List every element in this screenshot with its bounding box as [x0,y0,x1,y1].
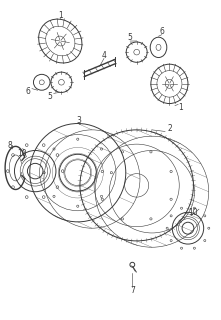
Text: 6: 6 [159,27,164,36]
Text: 8: 8 [8,141,13,150]
Text: 3: 3 [76,116,81,125]
Text: 10: 10 [17,149,27,158]
Text: 10: 10 [189,208,198,217]
Text: 5: 5 [47,92,52,101]
Text: 1: 1 [178,103,183,112]
Text: 4: 4 [101,51,106,60]
Text: 1: 1 [58,11,63,20]
Text: 6: 6 [25,87,30,96]
Text: 7: 7 [130,285,135,295]
Text: 5: 5 [128,33,133,42]
Text: 2: 2 [167,124,172,133]
